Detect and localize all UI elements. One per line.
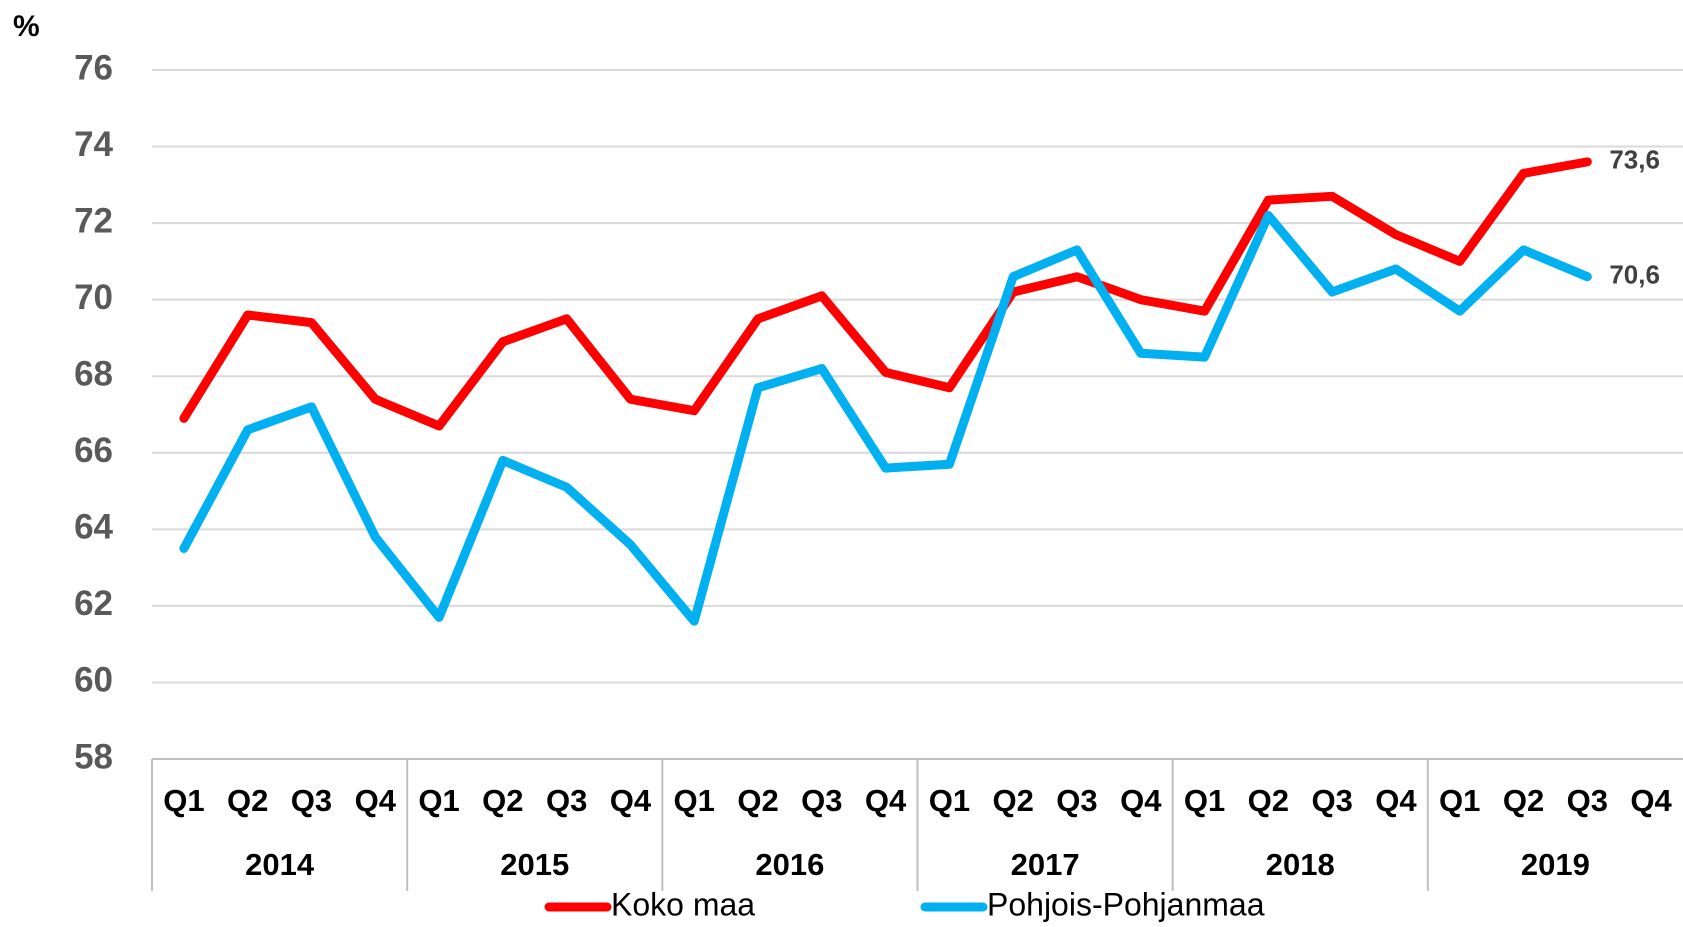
x-tick-label: Q3 xyxy=(546,783,587,818)
x-tick-label: Q1 xyxy=(929,783,970,818)
x-tick-label: Q4 xyxy=(1120,783,1162,818)
year-label: 2016 xyxy=(755,847,824,882)
year-label: 2019 xyxy=(1521,847,1590,882)
x-tick-label: Q4 xyxy=(355,783,397,818)
y-tick-label: 62 xyxy=(74,584,113,623)
series-line xyxy=(179,157,1592,431)
year-label: 2014 xyxy=(245,847,315,882)
x-tick-label: Q4 xyxy=(865,783,907,818)
x-tick-label: Q2 xyxy=(227,783,268,818)
x-tick-label: Q1 xyxy=(1439,783,1480,818)
legend-label: Pohjois-Pohjanmaa xyxy=(987,886,1265,922)
y-tick-label: 66 xyxy=(74,431,113,470)
y-tick-label: 64 xyxy=(74,508,113,547)
y-tick-label: 76 xyxy=(74,48,113,87)
x-tick-label: Q3 xyxy=(291,783,332,818)
y-tick-label: 58 xyxy=(74,737,113,776)
y-tick-label: 74 xyxy=(74,125,113,164)
y-tick-label: 72 xyxy=(74,201,113,240)
series-line xyxy=(179,210,1592,626)
x-tick-label: Q3 xyxy=(801,783,842,818)
x-tick-label: Q2 xyxy=(1248,783,1289,818)
year-label: 2018 xyxy=(1266,847,1335,882)
x-tick-label: Q4 xyxy=(610,783,652,818)
y-axis-label: % xyxy=(13,10,40,43)
x-tick-label: Q1 xyxy=(418,783,459,818)
y-tick-label: 70 xyxy=(74,278,113,317)
y-tick-label: 60 xyxy=(74,661,113,700)
legend-label: Koko maa xyxy=(611,886,755,922)
x-tick-label: Q2 xyxy=(993,783,1034,818)
x-tick-label: Q2 xyxy=(1503,783,1544,818)
year-label: 2017 xyxy=(1011,847,1080,882)
x-tick-label: Q2 xyxy=(482,783,523,818)
x-tick-label: Q4 xyxy=(1630,783,1672,818)
x-tick-label: Q2 xyxy=(737,783,778,818)
x-tick-label: Q3 xyxy=(1056,783,1097,818)
data-label: 73,6 xyxy=(1609,145,1660,175)
x-tick-label: Q3 xyxy=(1311,783,1352,818)
x-tick-label: Q3 xyxy=(1567,783,1608,818)
x-tick-label: Q1 xyxy=(1184,783,1225,818)
x-tick-label: Q1 xyxy=(163,783,204,818)
data-label: 70,6 xyxy=(1609,260,1660,290)
x-tick-label: Q1 xyxy=(674,783,715,818)
year-label: 2015 xyxy=(500,847,569,882)
x-tick-label: Q4 xyxy=(1375,783,1417,818)
y-tick-label: 68 xyxy=(74,354,113,393)
